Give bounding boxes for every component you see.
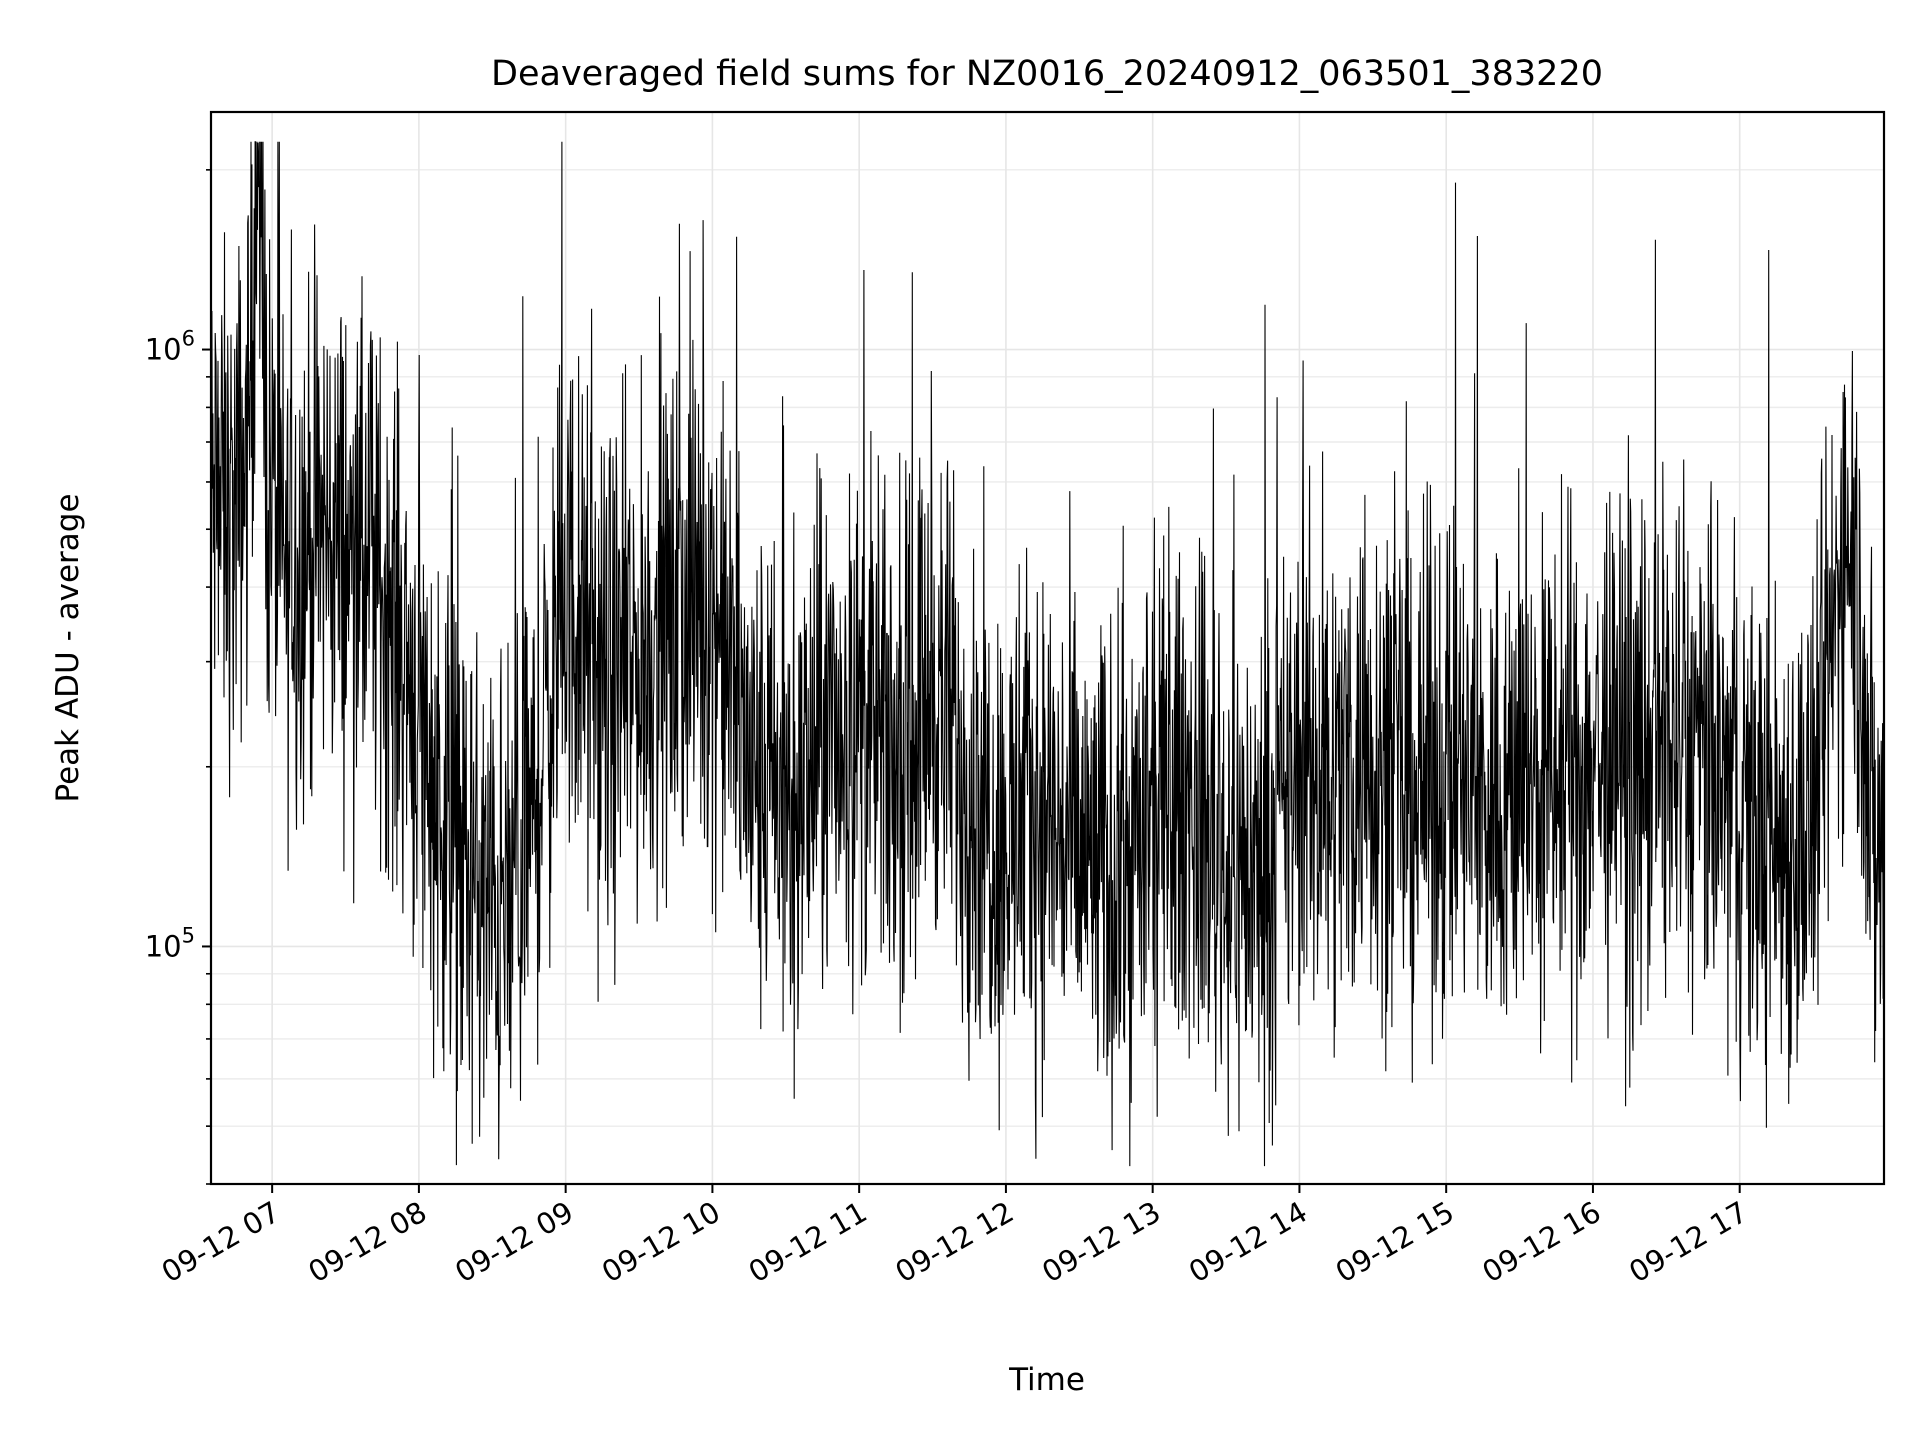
series-line xyxy=(211,141,1884,1167)
x-tick-label: 09-12 08 xyxy=(302,1195,432,1290)
x-tick-label: 09-12 07 xyxy=(156,1195,286,1290)
x-tick-label: 09-12 09 xyxy=(449,1195,579,1290)
x-tick-label: 09-12 11 xyxy=(743,1195,873,1290)
x-tick-label: 09-12 10 xyxy=(596,1195,726,1290)
plot-frame xyxy=(209,110,1886,1186)
y-tick-label: 105 xyxy=(145,923,195,963)
x-tick-label: 09-12 12 xyxy=(889,1195,1019,1290)
series-layer xyxy=(211,141,1884,1167)
x-tick-label: 09-12 15 xyxy=(1330,1195,1460,1290)
x-tick-label: 09-12 13 xyxy=(1036,1195,1166,1290)
x-axis-label: Time xyxy=(1008,1362,1085,1398)
x-tick-label: 09-12 16 xyxy=(1477,1195,1607,1290)
x-tick-label: 09-12 17 xyxy=(1623,1195,1753,1290)
y-axis-label: Peak ADU - average xyxy=(50,493,86,802)
chart-title: Deaveraged field sums for NZ0016_2024091… xyxy=(491,54,1603,94)
x-tick-label: 09-12 14 xyxy=(1183,1195,1313,1290)
y-tick-label: 106 xyxy=(145,327,195,367)
